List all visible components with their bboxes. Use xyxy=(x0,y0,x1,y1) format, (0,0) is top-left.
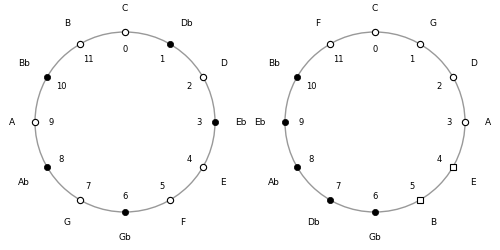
Text: 8: 8 xyxy=(308,155,314,164)
Text: Eb: Eb xyxy=(235,118,246,127)
Text: 3: 3 xyxy=(446,118,452,127)
Text: F: F xyxy=(315,19,320,28)
Text: 0: 0 xyxy=(372,44,378,54)
Text: Db: Db xyxy=(308,217,320,226)
Text: 2: 2 xyxy=(186,81,192,90)
Text: 10: 10 xyxy=(306,81,316,90)
Text: 6: 6 xyxy=(122,192,128,200)
Text: C: C xyxy=(372,4,378,13)
Text: F: F xyxy=(180,217,185,226)
Text: B: B xyxy=(64,19,70,28)
Text: Gb: Gb xyxy=(118,232,132,241)
Text: E: E xyxy=(220,177,226,186)
Text: 7: 7 xyxy=(336,182,341,191)
Text: 4: 4 xyxy=(436,155,442,164)
Text: 7: 7 xyxy=(86,182,91,191)
Text: Gb: Gb xyxy=(368,232,382,241)
Text: 0: 0 xyxy=(122,44,128,54)
Text: Ab: Ab xyxy=(18,177,30,186)
Bar xyxy=(417,198,423,203)
Text: D: D xyxy=(470,59,477,68)
Text: 3: 3 xyxy=(196,118,202,127)
Text: 11: 11 xyxy=(83,54,94,63)
Text: 9: 9 xyxy=(298,118,304,127)
Text: 11: 11 xyxy=(333,54,344,63)
Text: 2: 2 xyxy=(436,81,442,90)
Text: Bb: Bb xyxy=(18,59,30,68)
Text: Bb: Bb xyxy=(268,59,280,68)
Text: 8: 8 xyxy=(58,155,64,164)
Text: G: G xyxy=(63,217,70,226)
Text: 5: 5 xyxy=(410,182,414,191)
Text: 9: 9 xyxy=(48,118,54,127)
Text: 1: 1 xyxy=(410,54,414,63)
Text: C: C xyxy=(122,4,128,13)
Text: A: A xyxy=(485,118,491,127)
Text: 5: 5 xyxy=(160,182,164,191)
Text: E: E xyxy=(470,177,476,186)
Text: 4: 4 xyxy=(186,155,192,164)
Text: Db: Db xyxy=(180,19,192,28)
Text: D: D xyxy=(220,59,227,68)
Text: A: A xyxy=(9,118,15,127)
Text: 6: 6 xyxy=(372,192,378,200)
Bar xyxy=(450,164,456,170)
Text: G: G xyxy=(430,19,437,28)
Text: Eb: Eb xyxy=(254,118,265,127)
Text: 10: 10 xyxy=(56,81,66,90)
Text: 1: 1 xyxy=(160,54,164,63)
Text: Ab: Ab xyxy=(268,177,280,186)
Text: B: B xyxy=(430,217,436,226)
